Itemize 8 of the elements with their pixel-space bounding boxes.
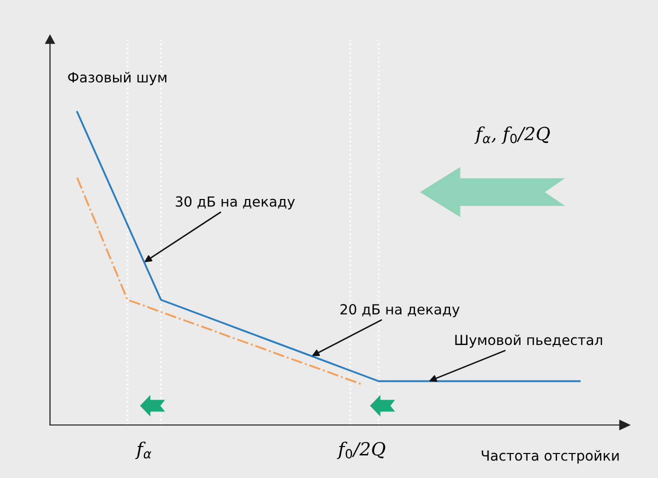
annotation: 30 дБ на декаду [176, 196, 295, 210]
y-axis-title: Фазовый шум [68, 72, 166, 86]
annotation: Шумовой пьедестал [455, 334, 602, 348]
x-tick-label: f$_{0}$/2Q [336, 442, 386, 460]
x-axis-title: Частота отстройки [482, 450, 619, 464]
annotation: f$_{α}$, f$_{0}$/2Q [474, 126, 550, 144]
annotation: 20 дБ на декаду [340, 304, 460, 318]
x-tick-label: f$_{α}$ [135, 442, 152, 460]
